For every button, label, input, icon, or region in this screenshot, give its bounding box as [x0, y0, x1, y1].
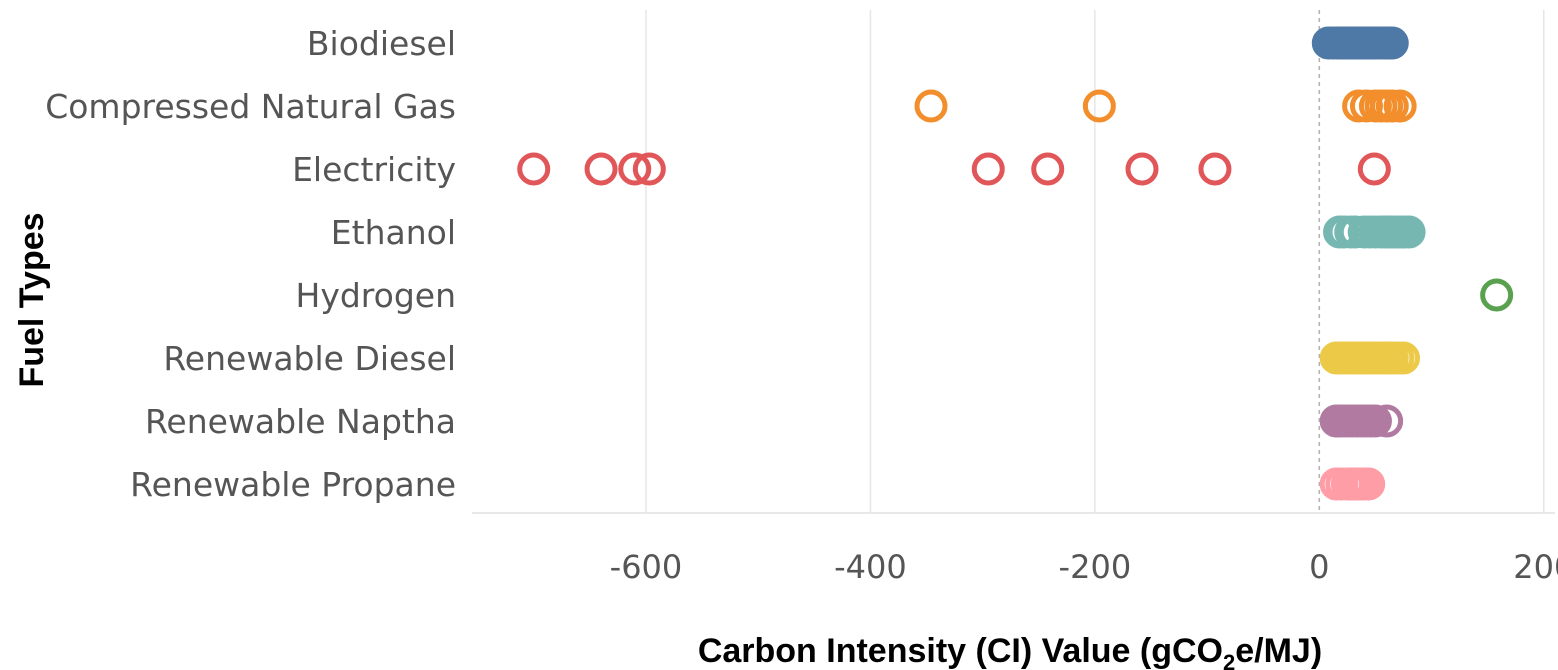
data-point — [1386, 341, 1420, 375]
category-labels: Biodiesel Compressed Natural Gas Electrici… — [45, 24, 456, 504]
x-axis-title-prefix: Carbon Intensity (CI) Value (gCO — [698, 632, 1223, 670]
category-label: Compressed Natural Gas — [45, 87, 456, 126]
x-tick-label: -600 — [610, 548, 683, 586]
data-point — [1357, 152, 1391, 186]
data-point — [1375, 26, 1409, 60]
x-axis-title-suffix: e/MJ) — [1235, 632, 1322, 670]
x-tick-label: -200 — [1059, 548, 1132, 586]
data-point — [517, 152, 551, 186]
x-tick-label: -400 — [834, 548, 907, 586]
data-point — [584, 152, 618, 186]
y-axis-title: Fuel Types — [13, 212, 51, 387]
data-points — [517, 26, 1514, 501]
category-label: Electricity — [292, 150, 456, 189]
data-point — [1352, 467, 1386, 501]
data-point — [1125, 152, 1159, 186]
data-point — [1358, 404, 1392, 438]
grid-lines — [645, 10, 1545, 513]
x-tick-label: 0 — [1309, 548, 1329, 586]
data-point — [971, 152, 1005, 186]
data-point — [1383, 89, 1417, 123]
x-axis-title: Carbon Intensity (CI) Value (gCO2e/MJ) — [698, 632, 1322, 670]
category-label: Biodiesel — [307, 24, 456, 63]
category-label: Renewable Diesel — [163, 339, 456, 378]
data-point — [914, 89, 948, 123]
category-label: Ethanol — [331, 213, 456, 252]
data-point — [1082, 89, 1116, 123]
category-label: Renewable Propane — [130, 465, 456, 504]
data-point — [618, 152, 652, 186]
category-label: Renewable Naptha — [145, 402, 456, 441]
data-point — [1392, 215, 1426, 249]
x-axis: -600 -400 -200 0 200 — [472, 512, 1558, 586]
data-point — [1370, 404, 1404, 438]
x-axis-title-subscript: 2 — [1223, 650, 1235, 670]
data-point — [1198, 152, 1232, 186]
data-point — [1031, 152, 1065, 186]
category-label: Hydrogen — [296, 276, 457, 315]
data-point — [1480, 278, 1514, 312]
data-point — [632, 152, 666, 186]
x-tick-label: 200 — [1513, 548, 1558, 586]
